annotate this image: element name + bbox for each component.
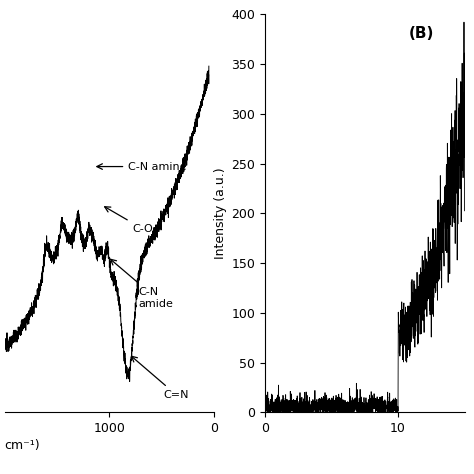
Text: (B): (B): [409, 26, 434, 41]
Y-axis label: Intensity (a.u.): Intensity (a.u.): [214, 167, 228, 259]
Text: C-N amine: C-N amine: [97, 162, 187, 172]
Text: C=N: C=N: [131, 356, 189, 400]
X-axis label: cm⁻¹): cm⁻¹): [5, 439, 40, 452]
Text: C-N
amide: C-N amide: [110, 259, 173, 309]
Text: C-O: C-O: [105, 207, 153, 234]
